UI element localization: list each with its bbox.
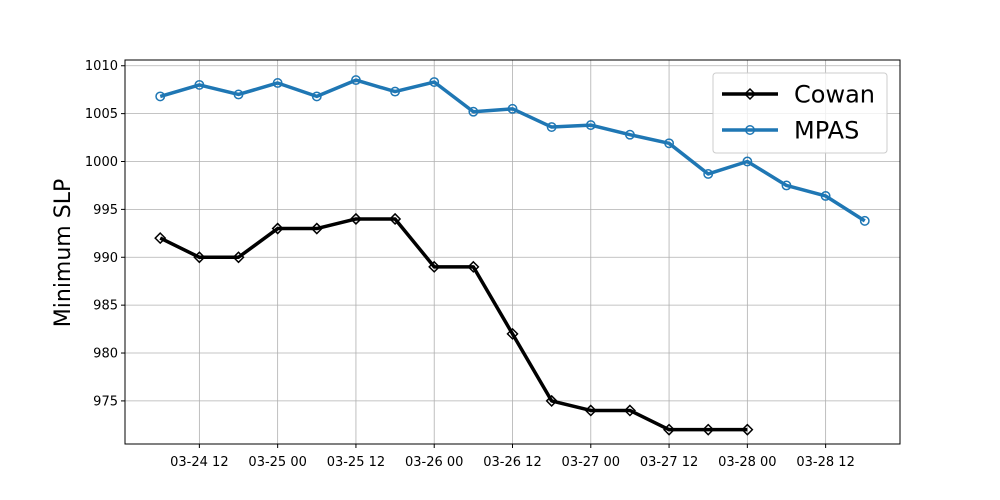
data-point bbox=[154, 232, 167, 245]
data-point bbox=[584, 404, 597, 417]
data-point bbox=[546, 122, 557, 132]
x-axis: 03-24 12 03-25 00 03-25 12 03-26 00 03-26 12… bbox=[170, 444, 855, 470]
data-point bbox=[271, 222, 284, 235]
y-tick-label: 975 bbox=[93, 394, 118, 409]
data-point bbox=[741, 423, 754, 436]
data-point bbox=[390, 86, 401, 97]
data-point bbox=[545, 394, 558, 407]
data-point bbox=[193, 251, 206, 264]
data-point bbox=[702, 423, 715, 436]
x-tick-label: 03-28 00 bbox=[718, 455, 776, 470]
y-tick-label: 1010 bbox=[85, 59, 118, 74]
legend-label: Cowan bbox=[794, 81, 875, 109]
data-point bbox=[507, 103, 518, 114]
data-point bbox=[468, 106, 479, 117]
y-axis-label: Minimum SLP bbox=[51, 179, 76, 327]
data-point bbox=[624, 129, 635, 140]
x-tick-label: 03-27 12 bbox=[640, 455, 698, 470]
x-tick-label: 03-27 00 bbox=[562, 455, 620, 470]
data-point bbox=[194, 79, 205, 90]
data-point bbox=[349, 212, 362, 226]
data-point bbox=[350, 75, 361, 86]
y-tick-label: 990 bbox=[93, 251, 118, 266]
data-point bbox=[664, 138, 675, 149]
x-tick-label: 03-26 12 bbox=[483, 455, 541, 470]
series-cowan bbox=[154, 212, 754, 436]
data-point bbox=[467, 260, 480, 273]
data-point bbox=[703, 169, 714, 179]
data-point bbox=[623, 404, 636, 417]
data-point bbox=[585, 120, 596, 131]
legend-marker bbox=[743, 87, 757, 101]
y-axis: 975 980 985 990 995 1000 1005 1010 bbox=[85, 59, 125, 409]
data-point bbox=[389, 212, 402, 226]
legend: Cowan MPAS bbox=[712, 72, 888, 154]
y-tick-label: 1000 bbox=[85, 155, 118, 170]
data-point bbox=[155, 91, 166, 102]
legend-entry-mpas: MPAS bbox=[722, 117, 859, 145]
x-tick-label: 03-25 00 bbox=[248, 455, 306, 470]
x-tick-label: 03-25 12 bbox=[327, 455, 385, 470]
data-point bbox=[429, 77, 440, 87]
series-layer bbox=[154, 75, 870, 436]
y-tick-label: 985 bbox=[93, 299, 118, 314]
data-point bbox=[859, 215, 870, 226]
data-point bbox=[232, 251, 245, 264]
series-mpas bbox=[155, 75, 870, 226]
y-tick-label: 1005 bbox=[85, 107, 118, 122]
legend-label: MPAS bbox=[794, 117, 859, 145]
data-point bbox=[820, 191, 831, 201]
data-point bbox=[781, 180, 792, 191]
legend-marker bbox=[745, 125, 755, 135]
x-tick-label: 03-26 00 bbox=[405, 455, 463, 470]
legend-entry-cowan: Cowan bbox=[722, 81, 875, 109]
series-line bbox=[159, 217, 748, 432]
series-line bbox=[159, 78, 866, 223]
y-tick-label: 995 bbox=[93, 203, 118, 218]
data-point bbox=[310, 222, 323, 235]
data-point bbox=[506, 327, 519, 340]
data-point bbox=[272, 78, 283, 88]
data-point bbox=[428, 260, 441, 273]
data-point bbox=[233, 89, 244, 100]
x-tick-label: 03-24 12 bbox=[170, 455, 228, 470]
data-point bbox=[742, 156, 753, 167]
data-point bbox=[663, 423, 676, 436]
y-tick-label: 980 bbox=[93, 347, 118, 362]
data-point bbox=[311, 91, 322, 102]
x-tick-label: 03-28 12 bbox=[796, 455, 854, 470]
